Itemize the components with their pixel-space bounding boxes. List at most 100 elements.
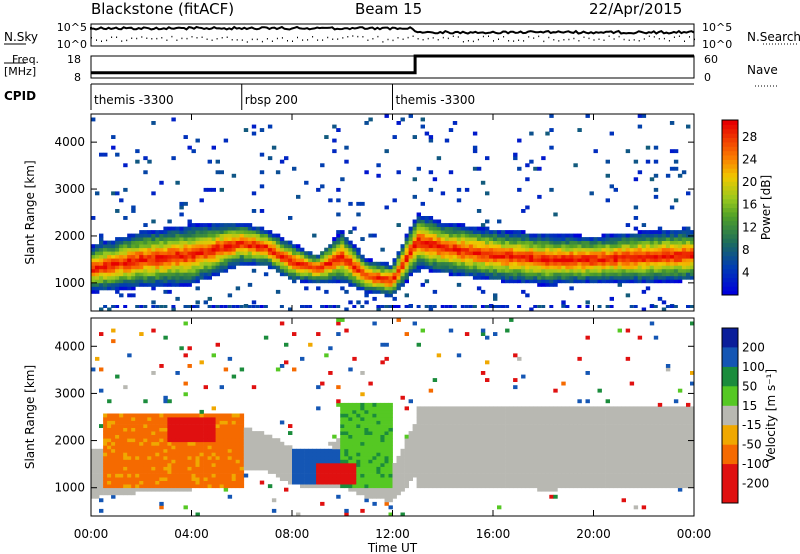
velocity-cell	[372, 484, 377, 489]
power-cell	[561, 275, 566, 280]
power-cell	[139, 244, 144, 249]
power-cell	[219, 265, 224, 270]
power-cell	[99, 247, 104, 252]
velocity-cell	[360, 438, 365, 443]
velocity-cell	[424, 434, 430, 439]
velocity-cell	[444, 480, 450, 485]
power-cell	[432, 265, 438, 270]
power-cell	[553, 212, 558, 217]
velocity-cell	[525, 427, 530, 432]
power-cell	[621, 237, 626, 241]
velocity-cell	[428, 406, 434, 411]
velocity-cell	[561, 417, 566, 421]
power-cell	[143, 233, 148, 238]
power-cell	[613, 187, 618, 192]
power-cell	[609, 254, 614, 259]
velocity-cell	[521, 452, 526, 457]
velocity-cell	[412, 466, 417, 471]
velocity-cell	[292, 473, 297, 478]
velocity-cell	[452, 448, 458, 453]
power-cell	[175, 296, 180, 301]
velocity-cell	[525, 434, 530, 439]
power-cell	[577, 265, 582, 270]
freq-ytick-bottom: 8	[74, 71, 81, 84]
velocity-cell	[259, 463, 265, 467]
velocity-cell	[517, 459, 522, 464]
velocity-cell	[235, 452, 241, 457]
velocity-cell	[308, 342, 313, 347]
velocity-cell	[147, 487, 152, 492]
power-cell	[263, 230, 269, 234]
velocity-cell	[215, 342, 220, 347]
power-cell	[521, 289, 526, 294]
velocity-cell	[95, 466, 100, 471]
velocity-cell	[569, 466, 574, 471]
power-cell	[412, 237, 417, 241]
velocity-cell	[485, 473, 490, 478]
power-cell	[404, 237, 409, 241]
velocity-cell	[505, 473, 510, 478]
power-cell	[472, 305, 477, 308]
power-cell	[525, 254, 530, 259]
velocity-cell	[485, 441, 490, 446]
power-cell	[480, 230, 486, 234]
velocity-cell	[493, 441, 498, 446]
velocity-cell	[271, 508, 277, 513]
velocity-cell	[107, 431, 112, 435]
power-cell	[464, 230, 470, 234]
power-cell	[601, 251, 606, 256]
velocity-cell	[380, 424, 385, 428]
velocity-cell	[404, 459, 409, 464]
power-cell	[195, 233, 200, 238]
power-cell	[372, 272, 377, 277]
power-cell	[549, 247, 554, 252]
velocity-cell	[195, 431, 200, 435]
power-cell	[686, 275, 691, 280]
power-cell	[187, 145, 192, 150]
power-cell	[416, 244, 421, 249]
power-cell	[352, 258, 357, 263]
power-cell	[637, 233, 643, 238]
velocity-cell	[352, 455, 357, 460]
velocity-cell	[271, 438, 277, 443]
power-cell	[617, 261, 622, 266]
velocity-cell	[255, 431, 261, 435]
velocity-cell	[549, 445, 554, 450]
power-cell	[464, 187, 470, 192]
velocity-cell	[432, 445, 438, 450]
power-cell	[199, 251, 204, 256]
power-cell	[436, 247, 442, 252]
power-cell	[521, 240, 526, 245]
power-cell	[368, 258, 373, 263]
power-cell	[183, 237, 188, 241]
velocity-cell	[119, 424, 124, 428]
velocity-cell	[513, 473, 518, 478]
velocity-cell	[513, 463, 518, 467]
power-cell	[147, 159, 152, 164]
velocity-cell	[131, 473, 136, 478]
velocity-cell	[460, 431, 466, 435]
velocity-cell	[380, 417, 385, 421]
velocity-cell	[396, 463, 401, 467]
velocity-cell	[203, 466, 208, 471]
velocity-cell	[444, 409, 450, 414]
velocity-cell	[316, 332, 321, 336]
power-cell	[529, 272, 534, 277]
power-cell	[288, 244, 293, 249]
power-cell	[448, 272, 454, 277]
power-cell	[215, 240, 220, 245]
power-cell	[111, 247, 116, 252]
velocity-cell	[99, 480, 104, 485]
velocity-cell	[247, 455, 253, 460]
power-cell	[497, 219, 502, 224]
velocity-cell	[143, 427, 148, 432]
power-cell	[115, 237, 120, 241]
velocity-cell	[533, 434, 538, 439]
velocity-cell	[155, 434, 160, 439]
velocity-cell	[529, 473, 534, 478]
power-cell	[155, 244, 160, 249]
velocity-cell	[569, 480, 574, 485]
velocity-cell	[464, 413, 470, 418]
velocity-cell	[127, 424, 132, 428]
velocity-cell	[135, 452, 140, 457]
